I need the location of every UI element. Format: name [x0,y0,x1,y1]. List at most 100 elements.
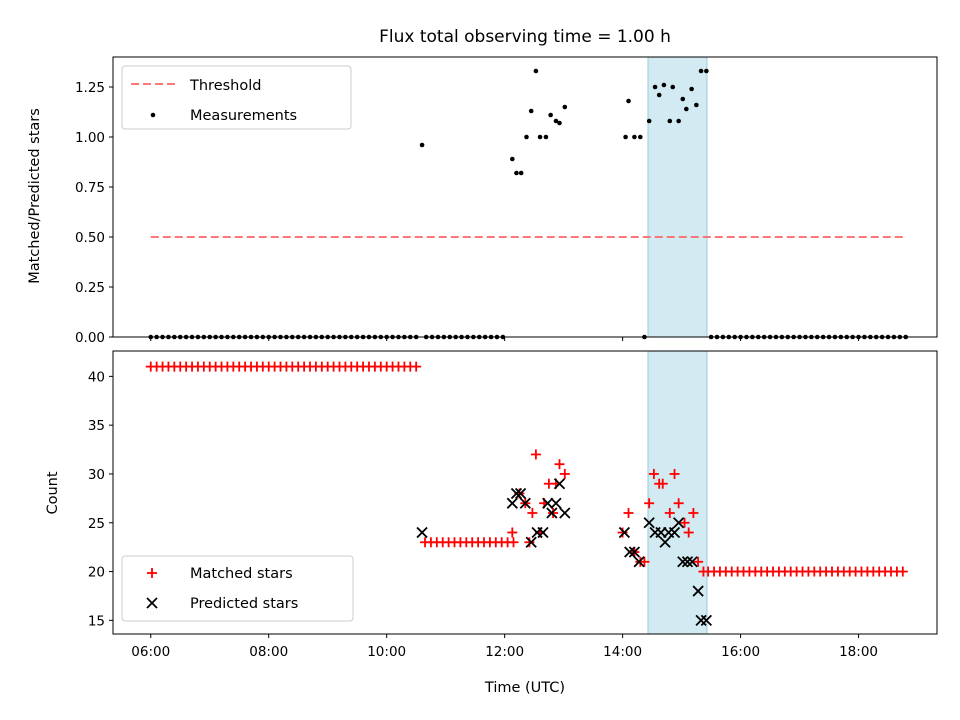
y-tick-label: 1.00 [75,130,105,146]
matched-star-marker [673,498,684,509]
predicted-star-marker [542,497,554,509]
measurement-point [694,102,699,108]
matched-star-marker [897,566,908,577]
predicted-star-marker [553,478,566,490]
predicted-star-marker [659,536,671,548]
measurement-point [626,98,631,104]
chart-title: Flux total observing time = 1.00 h [379,27,671,47]
measurement-point [543,134,549,140]
predicted-star-marker [546,507,558,519]
measurement-point [684,106,689,112]
measurement-point [553,118,559,124]
y-tick-label: 0.50 [75,230,105,246]
predicted-star-marker [514,487,527,500]
bottom-legend: Matched stars Predicted stars [121,555,354,622]
x-tick-label: 08:00 [249,644,288,660]
predicted-star-marker [537,526,549,539]
axes-frame [112,56,938,338]
y-tick-label: 0.00 [75,330,105,346]
legend-measurements-label: Measurements [190,108,297,124]
y-tick-label: 1.25 [75,80,105,96]
predicted-star-marker [700,614,713,626]
measurement-point [537,134,543,140]
legend-predicted-label: Predicted stars [190,596,298,612]
predicted-star-marker [559,507,571,519]
y-tick-label: 35 [88,418,105,434]
measurement-point [524,134,529,140]
matched-star-marker [683,527,694,538]
matched-star-marker [698,566,709,577]
predicted-star-marker [618,526,631,539]
legend-matched-label: Matched stars [190,566,293,582]
measurement-point [698,68,704,74]
matched-star-marker [623,507,634,518]
x-tick-label: 10:00 [367,644,406,660]
measurement-point [528,108,534,114]
matched-star-marker [693,556,704,567]
matched-star-marker [508,537,519,548]
measurement-point [510,156,515,162]
x-tick-label: 18:00 [839,644,878,660]
matched-star-marker [617,527,628,538]
predicted-star-marker [506,497,518,509]
highlight-span [647,350,708,635]
bottom-panel: 15 20 25 30 35 40 06:00 08:00 10:00 12:00 14:00 16:… [88,350,938,660]
predicted-star-marker [416,526,428,539]
predicted-star-marker [519,497,531,509]
predicted-star-marker [146,597,158,609]
matched-star-marker [664,507,675,518]
measurement-point [656,92,662,98]
measurement-point [652,84,658,90]
measurement-point [557,120,562,126]
measurement-point [676,118,681,124]
legend-threshold-label: Threshold [189,78,261,94]
x-tick-label: 12:00 [485,644,524,660]
matched-star-marker [554,459,565,470]
y-tick-label: 0.75 [75,180,105,196]
predicted-star-marker [550,497,562,509]
measurement-point [548,112,553,118]
legend-measurements-swatch [150,112,156,118]
bottom-ylabel: Count [45,471,61,514]
predicted-star-marker [677,556,689,568]
measurement-point [667,118,673,124]
matched-star-marker [688,507,699,518]
matched-star-marker [669,468,680,479]
matched-star-marker [657,478,668,489]
y-tick-label: 40 [88,369,105,385]
predicted-star-marker [673,517,685,529]
matched-star-marker [527,507,538,518]
measurement-point [632,134,637,140]
matched-star-marker [559,468,570,479]
y-tick-label: 0.25 [75,280,105,296]
measurement-point [514,170,519,176]
matched-star-marker [411,361,422,372]
predicted-star-marker [510,487,523,500]
x-tick-label: 14:00 [603,644,642,660]
legend-box [121,555,354,622]
matched-star-marker [644,498,655,509]
predicted-star-marker [633,556,645,568]
top-ylabel: Matched/Predicted stars [27,108,43,284]
y-tick-label: 20 [88,565,105,581]
y-tick-label: 15 [88,613,105,629]
measurement-point [518,170,524,176]
measurement-point [670,84,676,90]
measurement-point [704,68,709,74]
matched-star-marker [679,517,690,528]
axes-frame [112,350,938,635]
measurement-point [689,86,694,92]
predicted-star-marker [628,546,641,558]
predicted-star-marker [525,536,537,548]
predicted-star-marker [643,517,655,529]
measurement-point [661,82,667,88]
top-legend: Threshold Measurements [121,65,352,130]
predicted-star-marker [686,556,698,568]
x-axis-label: Time (UTC) [484,680,565,696]
top-panel: 0.00 0.25 0.50 0.75 1.00 1.25 Threshold Measure… [75,56,938,346]
legend-box [121,65,352,130]
x-tick-label: 16:00 [721,644,760,660]
matched-star-marker [648,468,659,479]
x-tick-label: 06:00 [131,644,170,660]
